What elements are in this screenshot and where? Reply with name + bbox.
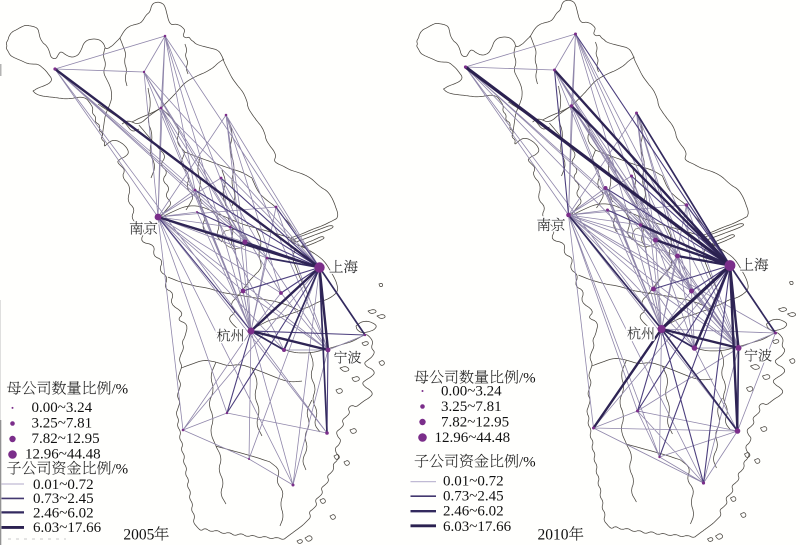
svg-text:12.96~44.48: 12.96~44.48 <box>25 447 101 463</box>
svg-text:0.73~2.45: 0.73~2.45 <box>33 491 94 507</box>
svg-text:6.03~17.66: 6.03~17.66 <box>33 520 102 536</box>
svg-text:/%: /% <box>112 382 129 398</box>
svg-text:3.25~7.81: 3.25~7.81 <box>32 416 93 432</box>
svg-text:/%: /% <box>519 455 536 471</box>
svg-text:7.82~12.95: 7.82~12.95 <box>441 415 509 431</box>
svg-text:2005: 2005 <box>123 527 154 544</box>
svg-text:12.96~44.48: 12.96~44.48 <box>435 430 511 446</box>
svg-text:/%: /% <box>519 371 536 387</box>
svg-text:7.82~12.95: 7.82~12.95 <box>32 431 100 447</box>
svg-text:/%: /% <box>112 462 129 478</box>
svg-text:2.46~6.02: 2.46~6.02 <box>33 506 94 522</box>
svg-text:0.00~3.24: 0.00~3.24 <box>32 400 93 416</box>
svg-text:0.01~0.72: 0.01~0.72 <box>443 474 504 490</box>
svg-text:0.73~2.45: 0.73~2.45 <box>443 488 504 504</box>
svg-text:0.00~3.24: 0.00~3.24 <box>441 384 502 400</box>
svg-text:2.46~6.02: 2.46~6.02 <box>443 504 504 520</box>
svg-text:6.03~17.66: 6.03~17.66 <box>443 519 512 535</box>
svg-text:3.25~7.81: 3.25~7.81 <box>441 399 502 415</box>
svg-text:2010: 2010 <box>538 527 569 544</box>
svg-text:0.01~0.72: 0.01~0.72 <box>33 477 94 493</box>
